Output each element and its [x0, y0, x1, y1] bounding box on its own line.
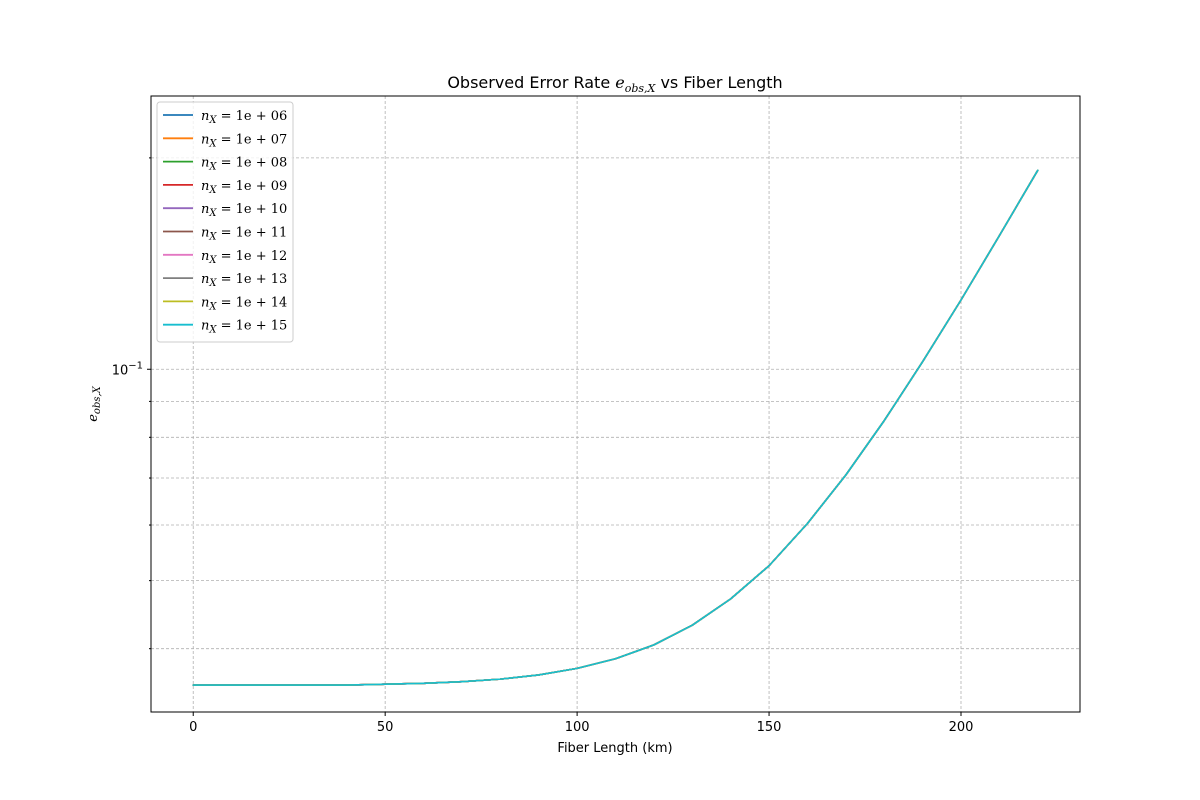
x-tick-label: 150	[757, 720, 782, 735]
legend-entry: nX = 1e + 06	[163, 109, 287, 126]
legend-entry: nX = 1e + 09	[163, 179, 287, 196]
legend-label: nX = 1e + 09	[201, 179, 287, 196]
legend-entry: nX = 1e + 07	[163, 132, 287, 149]
legend-label: nX = 1e + 15	[201, 319, 287, 336]
legend-entry: nX = 1e + 15	[163, 319, 287, 336]
legend-label: nX = 1e + 07	[201, 132, 287, 149]
legend-label: nX = 1e + 08	[201, 156, 287, 173]
x-tick-label: 100	[565, 720, 590, 735]
x-axis-label: Fiber Length (km)	[557, 741, 672, 756]
legend-label: nX = 1e + 14	[201, 295, 287, 312]
x-axis-ticks: 0 50 100 150 200	[189, 712, 973, 735]
series-line-9	[192, 169, 1039, 686]
x-tick-label: 50	[377, 720, 394, 735]
x-tick-label: 0	[189, 720, 197, 735]
series-lines	[192, 169, 1039, 686]
y-tick-label: 10−1	[112, 360, 143, 378]
legend-label: nX = 1e + 10	[201, 202, 287, 219]
legend-label: nX = 1e + 13	[201, 272, 287, 289]
legend-entry: nX = 1e + 11	[163, 226, 287, 243]
y-axis-label: eobs,X	[86, 385, 103, 421]
legend-label: nX = 1e + 12	[201, 249, 287, 266]
legend-entry: nX = 1e + 13	[163, 272, 287, 289]
legend-label: nX = 1e + 06	[201, 109, 287, 126]
plot-area-frame	[150, 95, 1081, 713]
y-axis-ticks: 10−1	[112, 157, 151, 650]
legend: nX = 1e + 06 nX = 1e + 07 nX = 1e + 08 nX =…	[156, 101, 294, 343]
legend-label: nX = 1e + 11	[201, 226, 287, 243]
chart-title: Observed Error Rate eobs,X vs Fiber Leng…	[447, 73, 782, 95]
legend-entry: nX = 1e + 12	[163, 249, 287, 266]
legend-entry: nX = 1e + 10	[163, 202, 287, 219]
legend-entry: nX = 1e + 08	[163, 156, 287, 173]
x-tick-label: 200	[949, 720, 974, 735]
legend-entry: nX = 1e + 14	[163, 295, 287, 312]
